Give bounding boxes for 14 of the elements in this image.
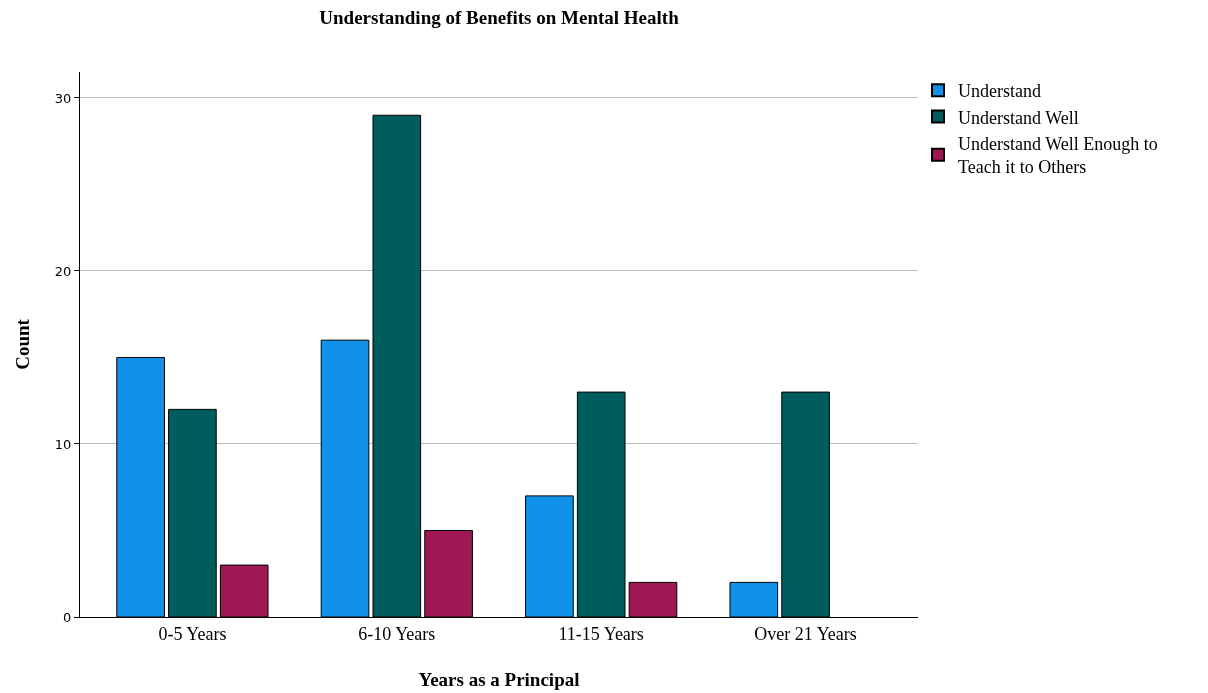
x-tick-label: Over 21 Years <box>754 623 857 644</box>
legend-label: Understand Well <box>958 107 1079 128</box>
x-tick-label: 0-5 Years <box>158 623 227 644</box>
x-axis-title: Years as a Principal <box>418 669 580 691</box>
x-tick-label: 6-10 Years <box>358 623 436 644</box>
y-tick-label: 30 <box>54 90 72 106</box>
y-tick-label: 20 <box>54 263 72 279</box>
legend-label: Understand Well Enough to Teach it to Others <box>958 134 1158 178</box>
legend-label: Understand <box>958 81 1041 102</box>
y-tick-label: 0 <box>63 609 72 625</box>
y-tick-label: 10 <box>54 436 72 452</box>
x-tick-label: 11-15 Years <box>558 623 644 644</box>
y-axis-title: Count <box>11 318 33 370</box>
chart-title: Understanding of Benefits on Mental Health <box>319 6 680 28</box>
